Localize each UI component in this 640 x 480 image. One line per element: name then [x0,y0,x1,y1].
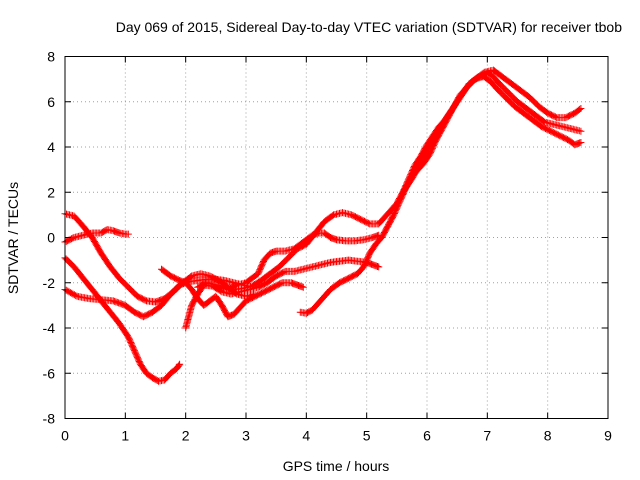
y-tick-label: 6 [47,94,55,110]
x-tick-label: 6 [423,428,431,444]
y-tick-label: 8 [47,49,55,65]
data-points-layer [61,66,585,385]
series-track-5 [158,265,307,321]
series-track-9 [194,68,585,293]
x-tick-label: 7 [483,428,491,444]
y-tick-label: 0 [47,230,55,246]
y-tick-label: -2 [43,275,56,291]
data-marker-trace [399,66,585,196]
series-track-10 [399,66,585,196]
y-tick-label: -4 [43,320,56,336]
data-marker-trace [182,256,383,332]
x-tick-label: 4 [302,428,310,444]
y-tick-label: -6 [43,365,56,381]
x-axis-label: GPS time / hours [283,458,390,474]
x-tick-label: 8 [544,428,552,444]
axis-ticks: 0 1 2 3 4 5 6 7 8 9 -8 -6 -4 -2 0 2 4 6 8 [43,49,613,444]
x-tick-label: 1 [121,428,129,444]
y-tick-label: -8 [43,411,56,427]
y-axis-label: SDTVAR / TECUs [5,182,21,294]
x-tick-label: 2 [182,428,190,444]
data-marker-trace [194,68,585,293]
x-tick-label: 9 [604,428,612,444]
data-marker-trace [158,265,307,321]
y-tick-label: 4 [47,139,55,155]
x-tick-label: 0 [61,428,69,444]
x-tick-label: 5 [363,428,371,444]
x-tick-label: 3 [242,428,250,444]
chart-title: Day 069 of 2015, Sidereal Day-to-day VTE… [116,19,623,35]
y-tick-label: 2 [47,184,55,200]
series-track-6 [182,256,383,332]
